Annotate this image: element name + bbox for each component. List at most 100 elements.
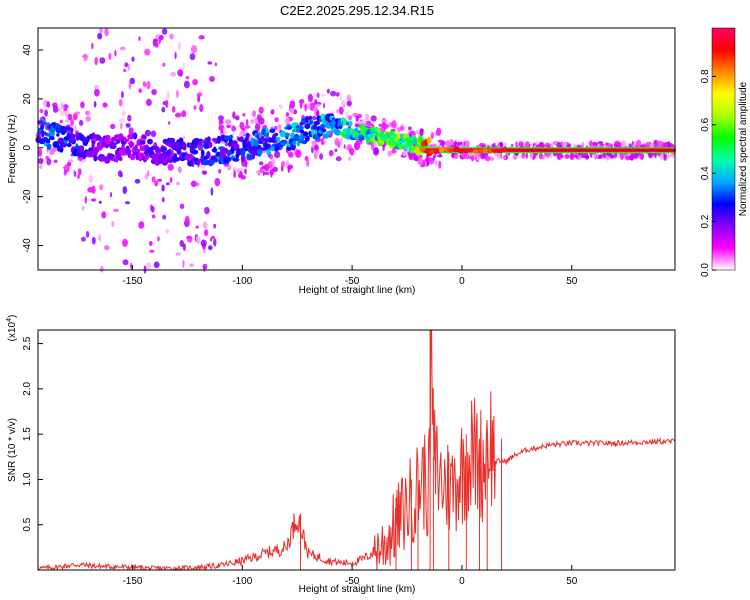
noise-blob xyxy=(177,166,182,174)
noise-blob xyxy=(104,27,109,37)
ridge-blob xyxy=(136,148,141,153)
noise-blob xyxy=(408,126,412,131)
ridge-blob xyxy=(214,157,219,163)
noise-blob xyxy=(270,170,273,178)
noise-blob xyxy=(328,149,334,157)
noise-blob xyxy=(272,166,278,172)
noise-blob xyxy=(153,261,160,269)
ridge-blob xyxy=(43,132,50,136)
noise-blob xyxy=(315,103,320,108)
noise-blob xyxy=(121,91,124,99)
noise-blob xyxy=(182,135,186,139)
noise-blob xyxy=(436,127,442,136)
ridge-blob xyxy=(118,156,123,162)
spectrogram-panel: -150 -100 -50 0 50 -40 -20 0 20 40 Height of str… xyxy=(7,27,677,296)
tone-blob xyxy=(433,149,440,154)
colorbar-tick-label: 0.4 xyxy=(700,166,711,180)
ridge-blob xyxy=(66,133,71,139)
spectrogram-y-tick-label: -20 xyxy=(22,189,33,204)
ridge-blob xyxy=(46,143,52,150)
noise-blob xyxy=(151,89,157,96)
tone-blob xyxy=(491,148,498,153)
snr-y-tick-label: 1.0 xyxy=(22,472,33,486)
noise-blob xyxy=(323,138,328,143)
snr-scale-text: (x10 xyxy=(7,321,18,341)
ridge-blob xyxy=(349,127,354,133)
noise-blob xyxy=(179,240,184,247)
noise-blob xyxy=(313,144,319,151)
ridge-blob xyxy=(348,120,353,127)
noise-blob xyxy=(190,180,197,188)
ridge-blob xyxy=(121,144,125,150)
ridge-blob xyxy=(93,155,98,162)
noise-blob xyxy=(592,142,598,146)
noise-blob xyxy=(150,130,157,138)
snr-x-label: Height of straight line (km) xyxy=(299,584,416,595)
noise-blob xyxy=(665,154,672,159)
tone-blob xyxy=(496,148,503,154)
noise-blob xyxy=(535,141,539,146)
ridge-blob xyxy=(161,158,169,166)
noise-blob xyxy=(326,88,330,94)
noise-blob xyxy=(336,109,339,114)
tone-blob xyxy=(501,147,508,152)
ridge-blob xyxy=(256,148,263,156)
ridge-blob xyxy=(221,147,229,155)
noise-blob xyxy=(339,96,342,100)
noise-blob xyxy=(453,153,459,160)
ridge-blob xyxy=(246,153,253,161)
noise-blob xyxy=(620,140,627,148)
ridge-blob xyxy=(198,140,203,145)
noise-blob xyxy=(154,180,159,187)
noise-blob xyxy=(207,61,213,65)
noise-blob xyxy=(231,125,237,132)
noise-blob xyxy=(184,215,190,224)
noise-blob xyxy=(250,119,255,124)
noise-blob xyxy=(52,105,59,113)
figure-title: C2E2.2025.295.12.34.R15 xyxy=(280,3,434,18)
noise-blob xyxy=(175,252,181,256)
noise-blob xyxy=(58,108,62,112)
noise-blob xyxy=(345,111,349,119)
snr-frame xyxy=(37,329,676,571)
noise-blob xyxy=(204,206,210,215)
noise-blob xyxy=(83,53,88,62)
noise-blob xyxy=(202,242,206,250)
ridge-blob xyxy=(228,134,233,140)
noise-blob xyxy=(316,92,320,98)
noise-blob xyxy=(240,171,243,180)
noise-blob xyxy=(108,52,112,60)
noise-blob xyxy=(311,115,317,121)
ridge-blob xyxy=(240,154,245,163)
noise-blob xyxy=(232,167,237,172)
noise-blob xyxy=(287,165,291,173)
noise-blob xyxy=(334,137,340,146)
noise-blob xyxy=(77,168,82,176)
noise-blob xyxy=(521,153,526,159)
noise-blob xyxy=(46,101,51,108)
noise-blob xyxy=(428,158,435,165)
snr-y-tick-label: 0.5 xyxy=(22,517,33,531)
ridge-blob xyxy=(286,126,292,130)
snr-x-tick-label: -50 xyxy=(345,576,360,587)
noise-blob xyxy=(242,113,246,117)
spectrogram-x-ticks: -150 -100 -50 0 50 xyxy=(122,265,578,287)
noise-blob xyxy=(198,35,205,40)
noise-blob xyxy=(186,235,193,243)
noise-blob xyxy=(178,41,181,51)
tone-blob xyxy=(453,146,460,152)
noise-blob xyxy=(560,154,564,159)
noise-blob xyxy=(306,159,310,168)
noise-blob xyxy=(289,100,296,109)
noise-blob xyxy=(580,155,586,158)
noise-blob xyxy=(157,236,160,242)
noise-blob xyxy=(594,152,597,160)
noise-blob xyxy=(99,27,103,34)
ridge-blob xyxy=(244,136,249,142)
noise-blob xyxy=(85,116,91,122)
noise-blob xyxy=(142,81,147,87)
noise-blob xyxy=(263,171,270,175)
tone-blob xyxy=(419,147,426,152)
noise-blob xyxy=(70,118,74,127)
noise-blob xyxy=(149,204,153,211)
